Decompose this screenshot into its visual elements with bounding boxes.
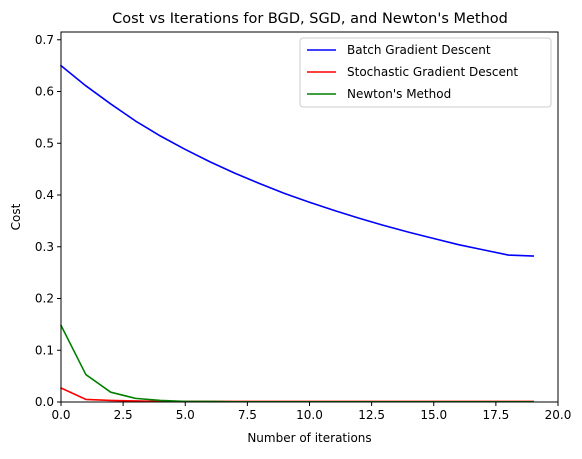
y-tick-label: 0.1 — [35, 343, 54, 357]
x-tick-label: 15.0 — [420, 408, 447, 422]
x-tick-label: 12.5 — [358, 408, 385, 422]
x-tick-label: 17.5 — [483, 408, 510, 422]
x-tick-label: 10.0 — [296, 408, 323, 422]
y-axis-ticks: 0.0 0.1 0.2 0.3 0.4 0.5 0.6 0.7 — [35, 33, 61, 409]
legend-label: Stochastic Gradient Descent — [347, 65, 518, 79]
y-axis-label: Cost — [9, 203, 23, 230]
x-tick-label: 5.0 — [176, 408, 195, 422]
x-axis-ticks: 0.0 2.5 5.0 7.5 10.0 12.5 15.0 17.5 20.0 — [51, 402, 571, 422]
legend-box — [299, 37, 552, 108]
y-tick-label: 0.4 — [35, 188, 54, 202]
plot-frame — [60, 31, 559, 403]
legend-entries: Batch Gradient Descent Stochastic Gradien… — [307, 43, 518, 101]
y-tick-label: 0.3 — [35, 240, 54, 254]
x-tick-label: 2.5 — [114, 408, 133, 422]
chart-title: Cost vs Iterations for BGD, SGD, and New… — [112, 11, 508, 27]
legend-item-bgd: Batch Gradient Descent — [307, 43, 491, 57]
y-tick-label: 0.5 — [35, 136, 54, 150]
x-tick-label: 7.5 — [238, 408, 257, 422]
bgd-series-line — [59, 64, 534, 257]
legend-label: Batch Gradient Descent — [347, 43, 491, 57]
legend-item-newton: Newton's Method — [307, 87, 451, 101]
legend-label: Newton's Method — [347, 87, 451, 101]
y-tick-label: 0.0 — [35, 395, 54, 409]
y-tick-label: 0.7 — [35, 33, 54, 47]
x-axis-label: Number of iterations — [247, 431, 371, 445]
y-tick-label: 0.6 — [35, 85, 54, 99]
legend: Batch Gradient Descent Stochastic Gradien… — [299, 37, 552, 108]
x-tick-label: 20.0 — [545, 408, 572, 422]
y-tick-label: 0.2 — [35, 292, 54, 306]
legend-item-sgd: Stochastic Gradient Descent — [307, 65, 518, 79]
x-tick-label: 0.0 — [51, 408, 70, 422]
